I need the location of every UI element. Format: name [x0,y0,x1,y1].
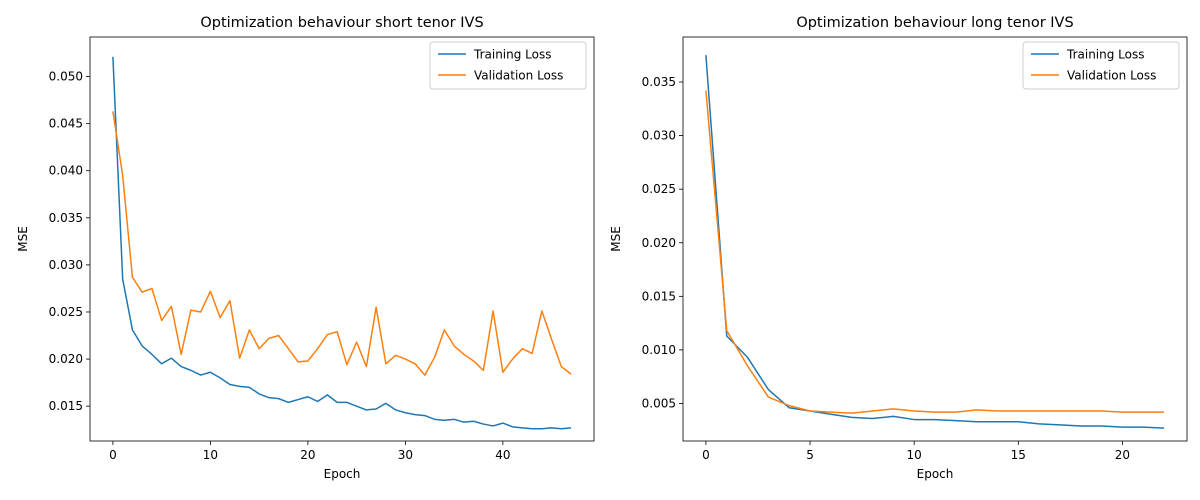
y-tick-label: 0.030 [49,258,83,272]
y-tick-label: 0.010 [642,343,676,357]
y-tick-label: 0.015 [49,399,83,413]
x-tick-label: 10 [203,448,218,462]
y-tick-label: 0.020 [642,236,676,250]
y-tick-label: 0.020 [49,352,83,366]
legend-label: Training Loss [1066,48,1144,62]
y-tick-label: 0.045 [49,117,83,131]
x-axis-label: Epoch [324,467,361,481]
chart-title: Optimization behaviour short tenor IVS [200,15,483,31]
y-tick-label: 0.040 [49,164,83,178]
y-tick-label: 0.050 [49,70,83,84]
chart-1: 0 10 20 30 40 0.015 0.020 0.025 0.030 0.035 0.040 0… [16,15,595,481]
legend-label: Training Loss [473,48,551,62]
plot-area [90,37,594,441]
y-tick-label: 0.030 [642,129,676,143]
x-tick-label: 20 [1115,448,1130,462]
axes-frame [682,36,1188,442]
y-tick-label: 0.005 [642,396,676,410]
chart-2: 0 5 10 15 20 0.005 0.010 0.015 0.020 0.025 0.030 0.… [609,15,1188,481]
y-tick-label: 0.035 [49,211,83,225]
axes-frame [89,36,595,442]
legend-box [429,41,587,90]
y-tick-label: 0.035 [642,75,676,89]
legend-label: Validation Loss [474,69,563,83]
y-tick-label: 0.025 [642,182,676,196]
plot-area [683,37,1187,441]
legend-box [1022,41,1180,90]
y-axis-label: MSE [609,226,623,252]
y-tick-label: 0.025 [49,305,83,319]
series-line-training-loss [705,55,1165,429]
series-line-validation-loss [705,90,1165,414]
legend: Training Loss Validation Loss [429,41,587,90]
x-tick-label: 30 [398,448,413,462]
legend-label: Validation Loss [1067,69,1156,83]
x-tick-label: 10 [907,448,922,462]
series-line-training-loss [112,56,572,430]
y-tick-label: 0.015 [642,289,676,303]
x-tick-label: 40 [495,448,510,462]
x-tick-label: 15 [1011,448,1026,462]
y-axis-label: MSE [16,226,30,252]
series-line-validation-loss [112,111,572,376]
x-tick-label: 0 [702,448,710,462]
legend: Training Loss Validation Loss [1022,41,1180,90]
x-axis-label: Epoch [917,467,954,481]
x-tick-label: 0 [109,448,117,462]
x-tick-label: 20 [300,448,315,462]
chart-title: Optimization behaviour long tenor IVS [796,15,1073,31]
x-tick-label: 5 [806,448,814,462]
